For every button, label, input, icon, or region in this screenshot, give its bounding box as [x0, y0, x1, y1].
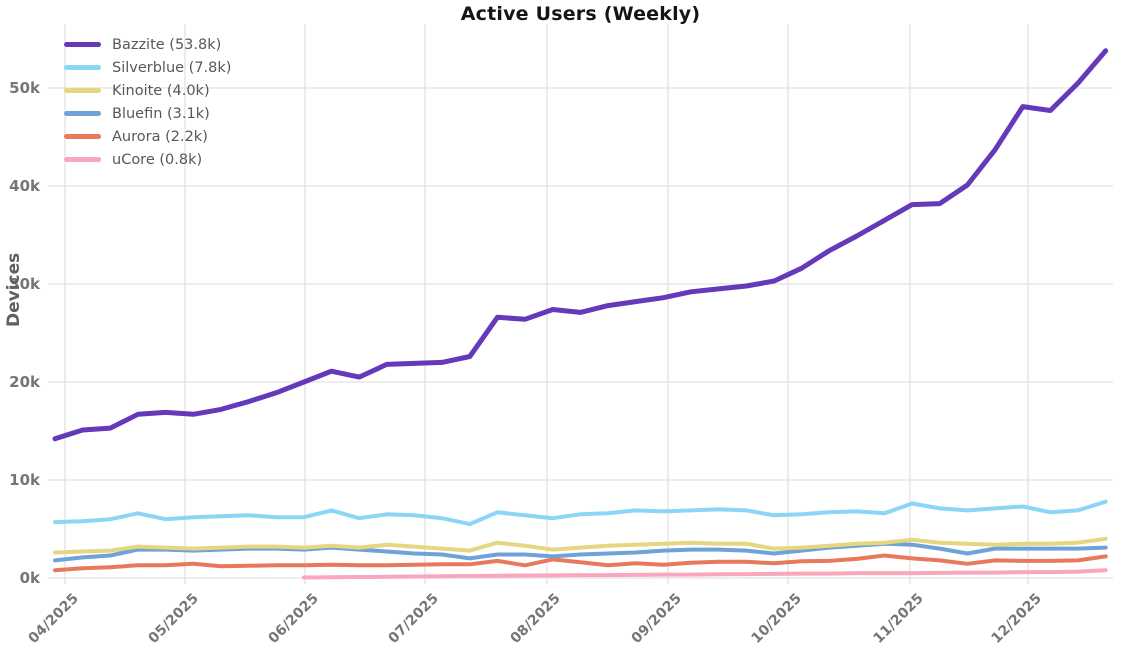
x-tick-label: 11/2025	[870, 591, 926, 647]
legend-swatch-bazzite	[64, 42, 101, 47]
legend-item-bluefin: Bluefin (3.1k)	[64, 102, 231, 125]
legend-item-kinoite: Kinoite (4.0k)	[64, 79, 231, 102]
x-tick-label: 09/2025	[629, 591, 685, 647]
series-line-silverblue	[53, 499, 1108, 527]
legend-swatch-aurora	[64, 134, 101, 139]
y-tick-label: 0k	[20, 569, 41, 587]
y-tick-label: 10k	[9, 471, 41, 489]
y-axis-title: Devices	[4, 252, 24, 327]
y-tick-label: 20k	[9, 373, 41, 391]
legend-swatch-kinoite	[64, 88, 101, 93]
series-line-aurora	[53, 553, 1108, 573]
legend-label: Silverblue (7.8k)	[112, 59, 232, 76]
chart-title: Active Users (Weekly)	[460, 3, 701, 25]
legend-item-ucore: uCore (0.8k)	[64, 148, 231, 171]
x-tick-label: 08/2025	[507, 591, 563, 647]
y-tick-label: 50k	[9, 79, 41, 97]
legend-label: Bluefin (3.1k)	[112, 105, 210, 122]
legend-item-bazzite: Bazzite (53.8k)	[64, 33, 231, 56]
legend-label: Kinoite (4.0k)	[112, 82, 210, 99]
x-axis-tick-labels: 04/2025 05/2025 06/2025 07/2025 08/2025 09/20…	[26, 591, 1045, 647]
legend: Bazzite (53.8k) Silverblue (7.8k) Kinoite …	[64, 33, 231, 171]
x-tick-label: 06/2025	[266, 591, 322, 647]
legend-swatch-bluefin	[64, 111, 101, 116]
x-tick-label: 05/2025	[146, 591, 202, 647]
y-tick-label: 40k	[9, 177, 41, 195]
legend-swatch-ucore	[64, 157, 101, 162]
legend-label: Aurora (2.2k)	[112, 128, 208, 145]
x-tick-label: 12/2025	[989, 591, 1045, 647]
x-tick-label: 07/2025	[386, 591, 442, 647]
legend-item-silverblue: Silverblue (7.8k)	[64, 56, 231, 79]
gridlines	[48, 24, 1113, 584]
series-line-kinoite	[53, 536, 1108, 555]
series-line-bazzite	[52, 48, 1109, 442]
y-tick-label: 30k	[9, 275, 41, 293]
series-line-ucore	[301, 568, 1108, 580]
x-tick-label: 04/2025	[26, 591, 82, 647]
x-tick-label: 10/2025	[749, 591, 805, 647]
legend-label: Bazzite (53.8k)	[112, 36, 222, 53]
series-lines	[52, 48, 1109, 580]
legend-swatch-silverblue	[64, 65, 101, 70]
y-axis-tick-labels: 0k 10k 20k 30k 40k 50k	[9, 79, 41, 587]
legend-item-aurora: Aurora (2.2k)	[64, 125, 231, 148]
legend-label: uCore (0.8k)	[112, 151, 203, 168]
